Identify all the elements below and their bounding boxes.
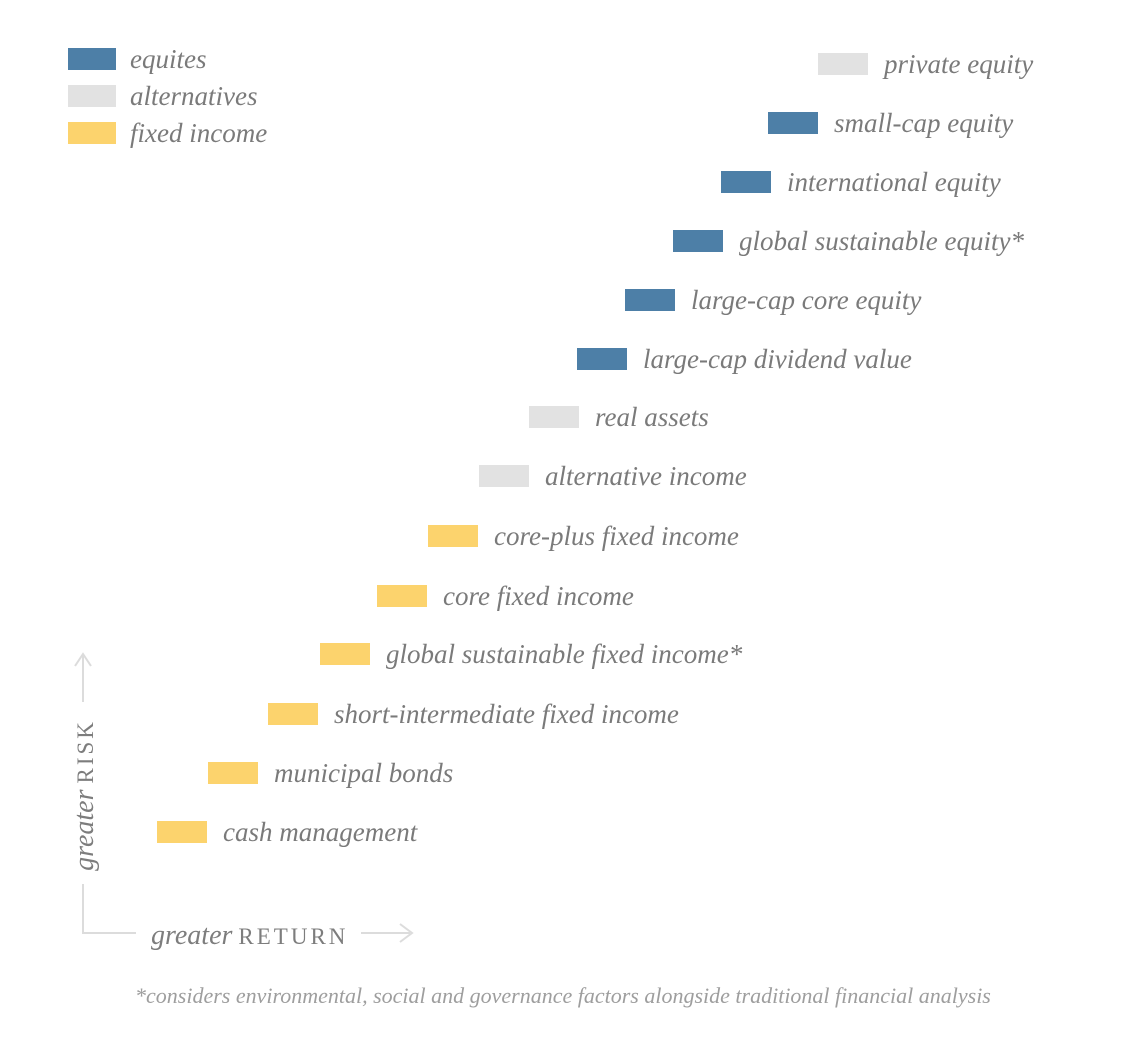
fixed_income-bar-icon [428,525,478,547]
chart-item: real assets [529,401,709,432]
fixed_income-bar-icon [268,703,318,725]
return-axis-arrowhead-icon [399,923,414,943]
risk-axis-label-italic: greater [69,789,100,871]
chart-item: alternative income [479,460,747,491]
chart-item: global sustainable fixed income* [320,638,743,669]
fixed-income-swatch-icon [68,122,116,144]
equities-bar-icon [577,348,627,370]
chart-item-label: global sustainable fixed income* [386,638,743,669]
return-axis-label: greater RETURN [151,920,348,952]
legend-row-equities: equites [68,43,267,74]
equities-bar-icon [768,112,818,134]
chart-item: core fixed income [377,580,634,611]
risk-axis-label-caps: RISK [73,719,98,784]
chart-item-label: short-intermediate fixed income [334,698,679,729]
chart-item-label: international equity [787,166,1001,197]
equities-bar-icon [673,230,723,252]
chart-item: international equity [721,166,1001,197]
chart-item-label: small-cap equity [834,107,1014,138]
fixed_income-bar-icon [320,643,370,665]
fixed_income-bar-icon [208,762,258,784]
chart-item: core-plus fixed income [428,520,739,551]
chart-item: cash management [157,816,418,847]
chart-item-label: private equity [884,48,1034,79]
chart-item-label: cash management [223,816,418,847]
footnote: *considers environmental, social and gov… [135,983,991,1008]
equities-swatch-icon [68,48,116,70]
chart-item: short-intermediate fixed income [268,698,679,729]
legend-label-fixed-income: fixed income [130,117,268,148]
equities-bar-icon [721,171,771,193]
fixed_income-bar-icon [377,585,427,607]
alternatives-bar-icon [818,53,868,75]
legend-label-alternatives: alternatives [130,80,258,111]
chart-item-label: real assets [595,401,709,432]
chart-item-label: core fixed income [443,580,634,611]
risk-axis-arrowhead-icon [74,652,92,667]
alternatives-bar-icon [479,465,529,487]
alternatives-bar-icon [529,406,579,428]
legend-row-alternatives: alternatives [68,80,267,111]
risk-axis-label: greater RISK [69,719,101,871]
return-axis-label-caps: RETURN [238,924,349,949]
chart-item: global sustainable equity* [673,225,1024,256]
chart-item-label: municipal bonds [274,757,454,788]
chart-item: small-cap equity [768,107,1014,138]
chart-item: large-cap dividend value [577,343,912,374]
equities-bar-icon [625,289,675,311]
chart-item-label: alternative income [545,460,747,491]
legend-row-fixed-income: fixed income [68,117,268,148]
chart-item-label: large-cap dividend value [643,343,912,374]
chart-item: large-cap core equity [625,284,922,315]
alternatives-swatch-icon [68,85,116,107]
chart-item-label: large-cap core equity [691,284,922,315]
legend: equites alternatives fixed income [68,43,268,159]
chart-item: private equity [818,48,1034,79]
chart-item-label: global sustainable equity* [739,225,1024,256]
chart-item: municipal bonds [208,757,454,788]
legend-label-equities: equites [130,43,207,74]
fixed_income-bar-icon [157,821,207,843]
return-axis-label-italic: greater [151,920,233,951]
chart-item-label: core-plus fixed income [494,520,739,551]
